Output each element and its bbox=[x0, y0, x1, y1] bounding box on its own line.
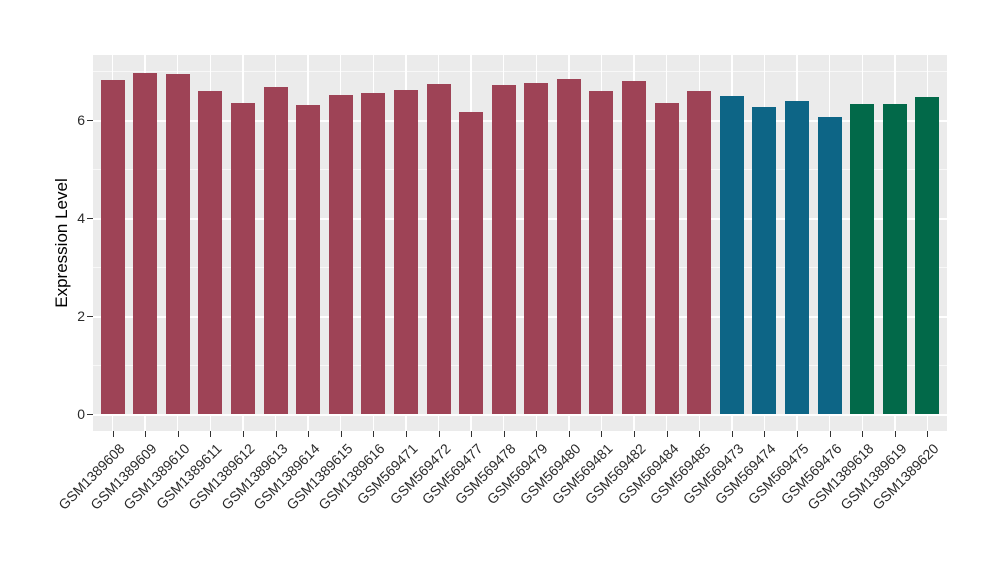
y-axis-title: Expression Level bbox=[52, 178, 71, 308]
x-tick-mark bbox=[308, 431, 310, 437]
y-tick-mark bbox=[87, 414, 93, 415]
x-tick-mark bbox=[112, 431, 114, 437]
x-tick-mark bbox=[731, 431, 733, 437]
y-tick-label: 2 bbox=[77, 308, 85, 324]
x-tick-mark bbox=[862, 431, 864, 437]
x-tick-mark bbox=[699, 431, 701, 437]
x-tick-mark bbox=[536, 431, 538, 437]
x-tick-mark bbox=[373, 431, 375, 437]
y-tick-label: 4 bbox=[77, 210, 85, 226]
gridline-major bbox=[93, 218, 947, 220]
plot-panel bbox=[93, 55, 947, 431]
bar-GSM1389620 bbox=[915, 96, 940, 414]
x-tick-mark bbox=[405, 431, 407, 437]
bar-GSM1389608 bbox=[100, 79, 125, 414]
bar-GSM569478 bbox=[491, 85, 516, 414]
x-tick-mark bbox=[927, 431, 929, 437]
y-tick-mark bbox=[87, 316, 93, 317]
x-tick-mark bbox=[634, 431, 636, 437]
y-tick-mark bbox=[87, 120, 93, 121]
x-tick-mark bbox=[438, 431, 440, 437]
bar-GSM1389611 bbox=[198, 91, 223, 414]
gridline-major bbox=[93, 414, 947, 416]
x-tick-mark bbox=[177, 431, 179, 437]
x-tick-mark bbox=[340, 431, 342, 437]
bar-GSM1389619 bbox=[882, 104, 907, 414]
gridline-major bbox=[93, 120, 947, 122]
bar-GSM569475 bbox=[785, 100, 810, 414]
x-tick-mark bbox=[471, 431, 473, 437]
gridline-minor bbox=[93, 169, 947, 170]
bar-GSM1389616 bbox=[361, 92, 386, 414]
gridline-minor bbox=[93, 365, 947, 366]
x-tick-mark bbox=[666, 431, 668, 437]
gridline-minor bbox=[93, 267, 947, 268]
x-tick-mark bbox=[829, 431, 831, 437]
bar-GSM569471 bbox=[393, 90, 418, 414]
bar-GSM569481 bbox=[589, 90, 614, 414]
bar-GSM569482 bbox=[622, 80, 647, 414]
bar-GSM569479 bbox=[524, 83, 549, 414]
x-tick-mark bbox=[764, 431, 766, 437]
bar-GSM569484 bbox=[654, 102, 679, 414]
bar-GSM569476 bbox=[817, 116, 842, 414]
y-tick-label: 6 bbox=[77, 112, 85, 128]
bar-GSM1389612 bbox=[230, 102, 255, 414]
x-tick-mark bbox=[503, 431, 505, 437]
x-tick-mark bbox=[210, 431, 212, 437]
x-tick-mark bbox=[601, 431, 603, 437]
bar-GSM569472 bbox=[426, 84, 451, 414]
bar-GSM569480 bbox=[556, 78, 581, 414]
y-tick-mark bbox=[87, 218, 93, 219]
bar-GSM569477 bbox=[459, 111, 484, 414]
gridline-minor bbox=[93, 71, 947, 72]
y-tick-label: 0 bbox=[77, 406, 85, 422]
x-tick-mark bbox=[568, 431, 570, 437]
bar-GSM1389618 bbox=[850, 103, 875, 414]
x-tick-mark bbox=[275, 431, 277, 437]
x-tick-mark bbox=[145, 431, 147, 437]
bar-GSM1389614 bbox=[296, 104, 321, 414]
x-tick-mark bbox=[242, 431, 244, 437]
bar-GSM569473 bbox=[719, 95, 744, 414]
x-tick-mark bbox=[797, 431, 799, 437]
bar-GSM569485 bbox=[687, 91, 712, 414]
gridline-major bbox=[93, 316, 947, 318]
x-tick-mark bbox=[894, 431, 896, 437]
bar-GSM1389615 bbox=[328, 94, 353, 414]
bar-GSM569474 bbox=[752, 106, 777, 414]
bar-GSM1389613 bbox=[263, 87, 288, 414]
bar-GSM1389609 bbox=[133, 73, 158, 414]
bar-GSM1389610 bbox=[165, 73, 190, 414]
